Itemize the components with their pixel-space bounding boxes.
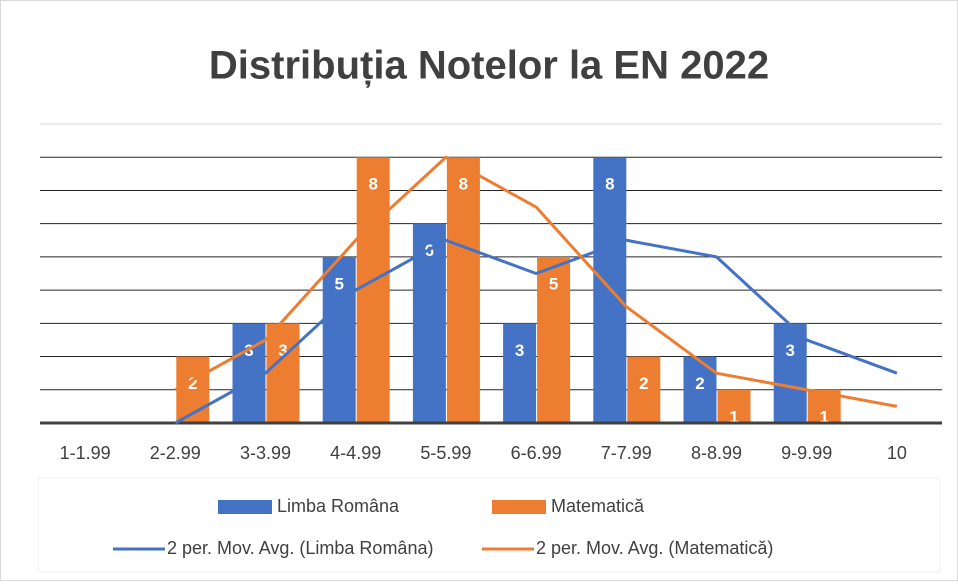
x-tick-label: 9-9.99 (781, 443, 832, 463)
data-label: 5 (334, 274, 343, 293)
data-label: 3 (278, 341, 287, 360)
x-tick-label: 4-4.99 (330, 443, 381, 463)
data-label: 0 (154, 387, 163, 406)
chart-title: Distribuția Notelor la EN 2022 (209, 44, 769, 88)
data-label: 1 (819, 407, 828, 426)
legend-label: 2 per. Mov. Avg. (Matematică) (536, 538, 773, 558)
data-label: 0 (876, 387, 885, 406)
data-label: 3 (785, 341, 794, 360)
bar (356, 157, 390, 423)
data-label: 1 (729, 407, 738, 426)
bar (537, 256, 571, 423)
legend-label: Matematică (551, 496, 645, 516)
x-tick-label: 8-8.99 (691, 443, 742, 463)
x-tick-label: 10 (887, 443, 907, 463)
bar (232, 323, 266, 423)
bar (627, 356, 661, 423)
bar (773, 323, 807, 423)
bar (266, 323, 300, 423)
data-label: 0 (910, 387, 919, 406)
trendline (174, 238, 898, 425)
data-label: 2 (639, 374, 648, 393)
data-label: 8 (368, 175, 377, 194)
legend-label: 2 per. Mov. Avg. (Limba Româna) (167, 538, 433, 558)
data-label: 3 (515, 341, 524, 360)
trendline (174, 155, 898, 408)
bar (446, 157, 480, 423)
data-label: 5 (549, 274, 558, 293)
bar (322, 256, 356, 423)
bar (503, 323, 537, 423)
data-label: 8 (605, 175, 614, 194)
x-tick-label: 6-6.99 (511, 443, 562, 463)
legend-label: Limba Româna (277, 496, 400, 516)
bar (717, 389, 751, 423)
legend-swatch (218, 500, 272, 514)
data-label: 2 (188, 374, 197, 393)
data-label: 0 (64, 387, 73, 406)
legend (37, 477, 941, 573)
data-label: 8 (459, 175, 468, 194)
data-label: 2 (695, 374, 704, 393)
x-tick-label: 7-7.99 (601, 443, 652, 463)
data-label: 0 (98, 387, 107, 406)
x-tick-label: 1-1.99 (60, 443, 111, 463)
legend-swatch (492, 500, 546, 514)
x-tick-label: 3-3.99 (240, 443, 291, 463)
x-tick-label: 5-5.99 (420, 443, 471, 463)
x-tick-label: 2-2.99 (150, 443, 201, 463)
